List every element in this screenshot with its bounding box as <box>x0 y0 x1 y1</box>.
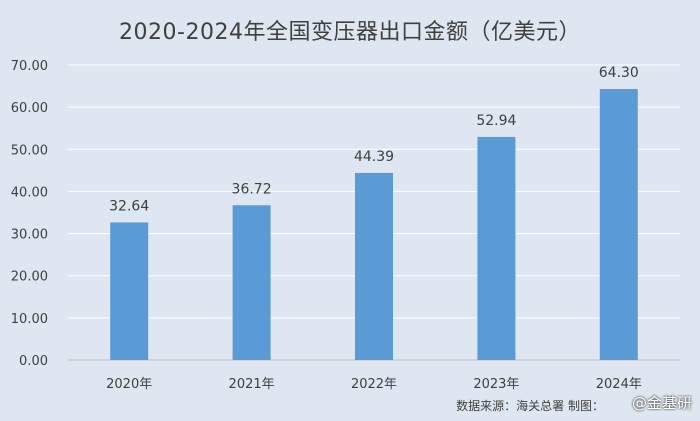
watermark-logo: @金基研 <box>631 394 692 412</box>
bar <box>232 205 271 360</box>
y-tick-label: 30.00 <box>11 228 48 243</box>
x-tick-label: 2022年 <box>351 377 397 392</box>
y-tick-label: 50.00 <box>11 143 48 158</box>
x-tick-label: 2021年 <box>229 377 275 392</box>
y-tick-label: 0.00 <box>19 354 48 369</box>
data-label: 36.72 <box>232 181 272 197</box>
y-tick-label: 20.00 <box>11 270 48 285</box>
x-tick-label: 2020年 <box>106 377 152 392</box>
data-label: 64.30 <box>599 65 639 81</box>
y-tick-label: 60.00 <box>11 101 48 116</box>
bar <box>599 89 638 361</box>
y-tick-label: 40.00 <box>11 185 48 200</box>
bar <box>355 172 393 360</box>
data-source-note: 数据来源：海关总署 制图： <box>456 399 604 413</box>
x-tick-label: 2024年 <box>596 377 642 392</box>
x-tick-label: 2023年 <box>473 377 519 392</box>
bar <box>477 136 516 360</box>
data-label: 52.94 <box>476 113 516 129</box>
y-tick-label: 10.00 <box>11 312 48 327</box>
data-label: 44.39 <box>354 149 394 165</box>
y-tick-label: 70.00 <box>11 59 48 74</box>
chart-title: 2020-2024年全国变压器出口金额（亿美元） <box>119 20 581 45</box>
bar <box>110 222 149 360</box>
data-label: 32.64 <box>109 198 149 214</box>
